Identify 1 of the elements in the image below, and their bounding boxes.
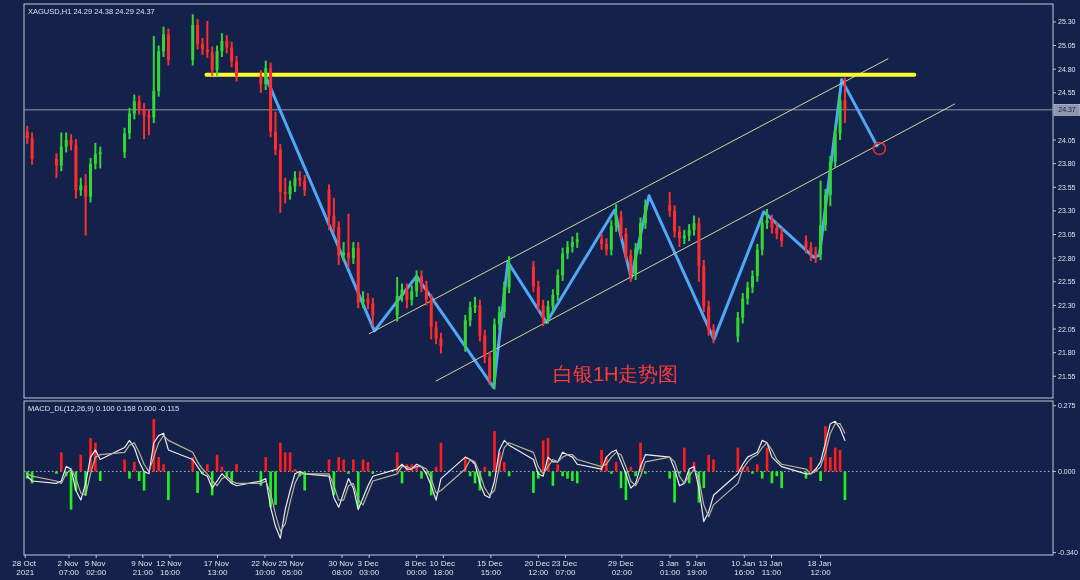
annotation: 白银1H走势图 bbox=[552, 363, 679, 385]
